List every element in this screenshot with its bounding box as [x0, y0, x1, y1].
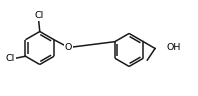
Text: Cl: Cl [6, 54, 15, 63]
Text: O: O [65, 43, 72, 52]
Text: OH: OH [167, 43, 181, 52]
Text: Cl: Cl [34, 11, 43, 20]
